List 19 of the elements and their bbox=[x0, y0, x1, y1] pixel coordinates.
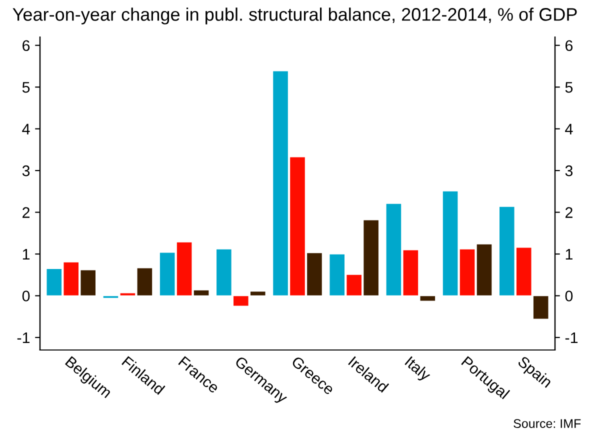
y-tick-label: 4 bbox=[22, 124, 30, 134]
y2-tick-label: 4 bbox=[565, 124, 573, 134]
y2-tick-label: 3 bbox=[565, 165, 573, 176]
y2-tick-label: 2 bbox=[565, 207, 572, 218]
y-tick-label: 0 bbox=[22, 290, 30, 302]
y2-tick-label: 6 bbox=[566, 40, 573, 52]
y-tick-label: 6 bbox=[22, 40, 30, 52]
y-tick-label: 5 bbox=[22, 82, 30, 93]
y2-tick-label: 1 bbox=[566, 249, 572, 260]
source-note: Source: IMF bbox=[514, 419, 581, 428]
y-tick-label: 1 bbox=[22, 249, 30, 260]
y2-tick-label: -1 bbox=[565, 332, 578, 344]
y-tick-label: -1 bbox=[17, 332, 30, 344]
x-tick-label: Italy bbox=[402, 356, 432, 384]
y2-tick-label: 0 bbox=[565, 290, 573, 302]
y2-tick-label: 5 bbox=[565, 82, 573, 93]
y-tick-label: 2 bbox=[22, 207, 30, 218]
y-tick-label: 3 bbox=[22, 165, 30, 176]
chart-title: Year-on-year change in publ. structural balance, 2012-2014, % of GDP bbox=[12, 8, 577, 24]
